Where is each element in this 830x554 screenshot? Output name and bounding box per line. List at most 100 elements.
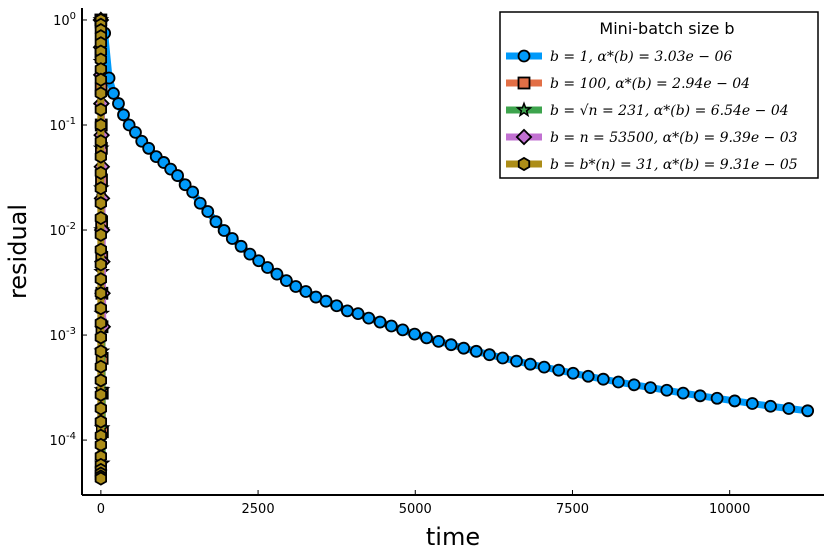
data-point [186, 185, 200, 199]
data-point [523, 357, 537, 371]
data-point [94, 181, 107, 196]
legend-label: b = 1, α*(b) = 3.03e − 06 [550, 49, 732, 65]
plot-area [92, 11, 815, 486]
legend-label: b = √n = 231, α*(b) = 6.54e − 04 [550, 103, 789, 119]
data-point [420, 331, 433, 345]
data-point [243, 247, 257, 261]
data-point [94, 72, 107, 87]
legend-item: b = 100, α*(b) = 2.94e − 04 [506, 76, 750, 92]
data-point [745, 397, 759, 410]
data-point [94, 316, 107, 331]
data-point [94, 117, 107, 133]
data-point [94, 257, 107, 272]
data-point [627, 378, 641, 392]
legend-box [499, 11, 819, 179]
data-point [112, 97, 125, 110]
data-point [444, 338, 458, 352]
x-tick-label: 0 [97, 502, 105, 517]
data-point [279, 274, 293, 287]
series-4 [94, 12, 107, 486]
data-point [408, 327, 422, 341]
ticks: 0 2500 5000 7500 10000 100 10-1 10-2 10-3 10-4 [49, 11, 750, 517]
data-point [330, 299, 344, 313]
data-point [537, 360, 551, 374]
x-tick-label: 5000 [399, 502, 432, 517]
data-point [270, 267, 284, 281]
data-point [107, 86, 120, 100]
data-point [225, 232, 239, 245]
data-point [289, 280, 303, 293]
data-point [728, 394, 742, 408]
x-tick-label: 10000 [709, 502, 750, 517]
data-point [94, 272, 107, 287]
data-point [94, 86, 107, 101]
data-point [483, 348, 496, 362]
y-tick-label: 10-3 [49, 326, 76, 344]
data-point [362, 311, 376, 325]
data-point [396, 323, 410, 337]
legend-label: b = b*(n) = 31, α*(b) = 9.31e − 05 [550, 157, 798, 173]
data-point [710, 391, 724, 405]
y-tick-label: 10-1 [49, 116, 76, 134]
data-point [94, 373, 107, 388]
data-point [209, 215, 223, 229]
data-point [566, 366, 580, 380]
data-point [644, 381, 657, 395]
data-point [94, 414, 107, 429]
data-point [596, 372, 610, 386]
legend: Mini-batch size b b = 1, α*(b) = 3.03e −… [499, 11, 819, 179]
legend-label: b = n = 53500, α*(b) = 9.39e − 03 [550, 130, 798, 146]
legend-swatch-marker [515, 128, 533, 146]
data-point [801, 404, 815, 418]
legend-swatch-marker [515, 101, 533, 118]
data-point [496, 351, 510, 365]
data-point [660, 383, 674, 397]
data-point [319, 294, 333, 308]
data-point [129, 126, 142, 139]
y-tick-label: 100 [53, 11, 76, 29]
data-point [581, 369, 595, 383]
y-axis-label: residual [4, 204, 32, 299]
axes [81, 8, 824, 496]
legend-label: b = 100, α*(b) = 2.94e − 04 [550, 76, 750, 92]
data-point [469, 344, 483, 358]
series-0 [94, 13, 815, 418]
data-point [94, 149, 107, 164]
data-point [94, 437, 107, 452]
data-point [457, 341, 471, 355]
data-point [351, 307, 365, 321]
data-point [552, 363, 566, 377]
legend-items: b = 1, α*(b) = 3.03e − 06 b = 100, α*(b) … [506, 49, 798, 173]
legend-swatch-marker [517, 49, 531, 63]
data-point [432, 335, 445, 348]
data-point [94, 227, 107, 242]
x-tick-label: 2500 [242, 502, 275, 517]
data-point [693, 389, 707, 403]
legend-swatch-marker [517, 156, 531, 172]
data-point [340, 304, 354, 318]
data-point [373, 315, 387, 329]
data-point [94, 242, 107, 257]
data-point [94, 196, 107, 211]
data-point [510, 354, 523, 368]
data-point [94, 344, 107, 359]
legend-item: b = 1, α*(b) = 3.03e − 06 [506, 49, 732, 65]
data-point [94, 301, 107, 316]
data-point [171, 169, 184, 182]
data-point [611, 375, 625, 389]
data-point [234, 239, 248, 253]
data-point [252, 254, 266, 268]
data-point [261, 261, 274, 274]
legend-item: b = √n = 231, α*(b) = 6.54e − 04 [506, 101, 789, 119]
data-point [217, 224, 231, 237]
data-point [94, 359, 107, 374]
legend-title: Mini-batch size b [599, 19, 734, 38]
legend-item: b = b*(n) = 31, α*(b) = 9.31e − 05 [506, 156, 798, 173]
data-point [94, 387, 107, 402]
data-point [676, 386, 690, 400]
data-point [94, 401, 107, 416]
data-point [764, 399, 777, 413]
data-point [193, 196, 207, 210]
